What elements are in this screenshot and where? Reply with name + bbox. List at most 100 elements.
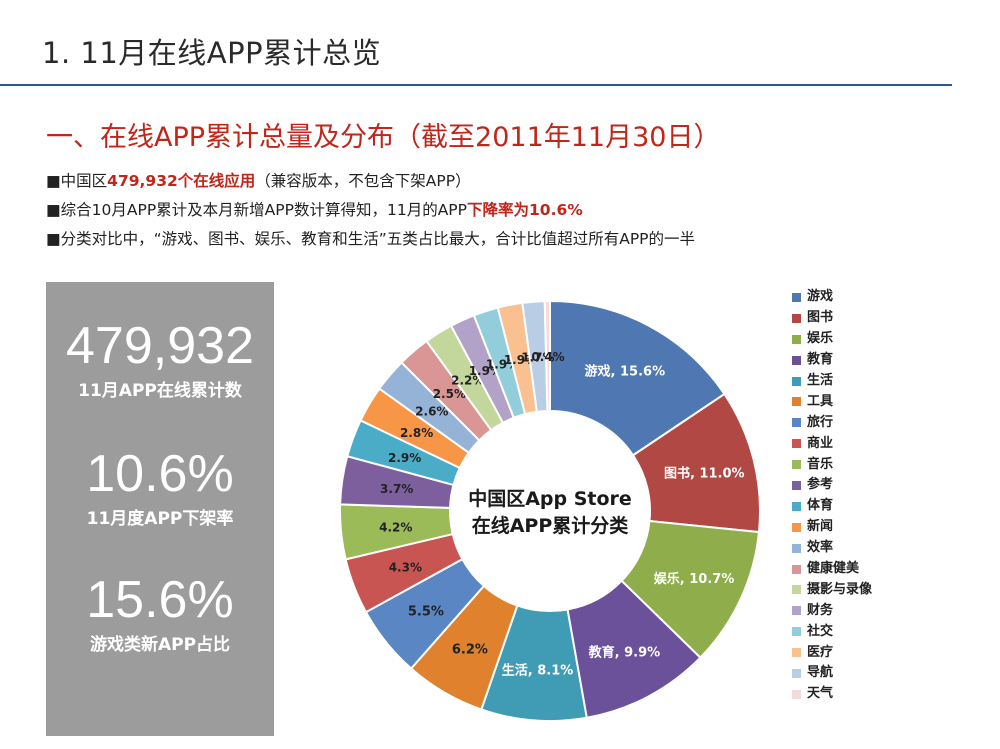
legend-label: 图书 bbox=[807, 310, 834, 326]
legend-label: 社交 bbox=[807, 623, 834, 639]
legend-label: 音乐 bbox=[807, 456, 834, 472]
legend-item: 娱乐 bbox=[792, 329, 872, 350]
legend-swatch bbox=[792, 668, 801, 678]
legend-swatch bbox=[792, 439, 801, 449]
bullet-text: 中国区 bbox=[60, 172, 108, 190]
legend-item: 导航 bbox=[792, 663, 872, 684]
data-label: 教育, 9.9% bbox=[588, 645, 661, 661]
data-label: 2.6% bbox=[415, 405, 448, 419]
stat-label: 游戏类新APP占比 bbox=[89, 635, 231, 655]
bullet-text: 综合10月APP累计及本月新增APP数计算得知，11月的APP bbox=[60, 201, 467, 219]
legend-item: 生活 bbox=[792, 371, 872, 392]
data-label: 3.7% bbox=[380, 482, 413, 496]
stats-panel: 479,932 11月APP在线累计数 10.6% 11月度APP下架率 15.… bbox=[46, 282, 274, 736]
donut-slice-天气 bbox=[543, 299, 551, 413]
legend-swatch bbox=[792, 418, 801, 428]
stat-value: 15.6% bbox=[86, 571, 234, 629]
bullet-square: ■ bbox=[46, 230, 61, 248]
data-label: 4.2% bbox=[379, 521, 412, 535]
data-label: 5.5% bbox=[408, 604, 444, 619]
data-label: 2.5% bbox=[433, 387, 466, 401]
bullet-highlight: 479,932个在线应用 bbox=[107, 172, 256, 190]
legend-swatch bbox=[792, 460, 801, 470]
legend-swatch bbox=[792, 334, 801, 344]
legend-item: 商业 bbox=[792, 433, 872, 454]
stat-value: 479,932 bbox=[66, 317, 254, 375]
legend-item: 图书 bbox=[792, 308, 872, 329]
bullet-item: ■分类对比中，“游戏、图书、娱乐、教育和生活”五类占比最大，合计比值超过所有AP… bbox=[46, 228, 695, 257]
stat-removal-rate: 10.6% 11月度APP下架率 bbox=[46, 446, 274, 529]
legend-item: 社交 bbox=[792, 621, 872, 642]
legend-label: 旅行 bbox=[807, 414, 834, 430]
legend-label: 效率 bbox=[807, 540, 834, 556]
legend-item: 工具 bbox=[792, 391, 872, 412]
bullet-square: ■ bbox=[46, 201, 61, 219]
legend-swatch bbox=[792, 689, 801, 699]
bullet-list: ■中国区479,932个在线应用（兼容版本，不包含下架APP） ■综合10月AP… bbox=[46, 170, 695, 257]
legend-label: 体育 bbox=[807, 498, 834, 514]
chart-center-title: 在线APP累计分类 bbox=[472, 514, 629, 537]
legend-swatch bbox=[792, 397, 801, 407]
bullet-text: 分类对比中，“游戏、图书、娱乐、教育和生活”五类占比最大，合计比值超过所有APP… bbox=[60, 230, 696, 248]
legend-label: 娱乐 bbox=[807, 331, 834, 347]
legend-item: 体育 bbox=[792, 496, 872, 517]
legend-label: 生活 bbox=[807, 373, 834, 388]
legend-swatch bbox=[792, 627, 801, 637]
stat-total-apps: 479,932 11月APP在线累计数 bbox=[46, 318, 274, 401]
legend-label: 摄影与录像 bbox=[807, 581, 873, 597]
bullet-square: ■ bbox=[46, 172, 61, 190]
legend-item: 教育 bbox=[792, 350, 872, 371]
legend-label: 天气 bbox=[807, 686, 834, 702]
legend-item: 天气 bbox=[792, 684, 872, 705]
stat-games-share: 15.6% 游戏类新APP占比 bbox=[46, 572, 274, 655]
bullet-item: ■综合10月APP累计及本月新增APP数计算得知，11月的APP下降率为10.6… bbox=[46, 199, 695, 228]
data-label: 6.2% bbox=[452, 642, 488, 657]
bullet-highlight: 下降率为10.6% bbox=[467, 201, 583, 219]
donut-slice-游戏 bbox=[549, 299, 726, 457]
legend-swatch bbox=[792, 585, 801, 595]
legend-label: 财务 bbox=[807, 602, 834, 618]
legend-swatch bbox=[792, 606, 801, 616]
legend-swatch bbox=[792, 313, 801, 323]
legend-label: 健康健美 bbox=[807, 561, 860, 577]
legend-swatch bbox=[792, 543, 801, 553]
stat-label: 11月APP在线累计数 bbox=[78, 381, 242, 401]
legend-item: 效率 bbox=[792, 538, 872, 559]
legend-item: 游戏 bbox=[792, 287, 872, 308]
donut-chart: 游戏, 15.6% 图书, 11.0% 娱乐, 10.7% 教育, 9.9% 生活, 8… bbox=[339, 299, 761, 722]
legend-item: 旅行 bbox=[792, 412, 872, 433]
data-label: 4.3% bbox=[389, 561, 422, 575]
legend-item: 参考 bbox=[792, 475, 872, 496]
chart-legend: 游戏图书娱乐教育生活工具旅行商业音乐参考体育新闻效率健康健美摄影与录像财务社交医… bbox=[792, 287, 872, 705]
legend-label: 游戏 bbox=[807, 289, 834, 305]
legend-swatch bbox=[792, 648, 801, 658]
chart-center-title: 中国区App Store bbox=[468, 487, 632, 510]
legend-swatch bbox=[792, 355, 801, 365]
legend-label: 导航 bbox=[807, 665, 834, 681]
bullet-item: ■中国区479,932个在线应用（兼容版本，不包含下架APP） bbox=[46, 170, 695, 199]
data-label: 2.2% bbox=[451, 374, 484, 388]
legend-item: 财务 bbox=[792, 600, 872, 621]
data-label: 娱乐, 10.7% bbox=[654, 571, 735, 587]
stat-label: 11月度APP下架率 bbox=[86, 509, 234, 529]
legend-item: 摄影与录像 bbox=[792, 579, 872, 600]
bullet-text: （兼容版本，不包含下架APP） bbox=[255, 172, 471, 190]
legend-swatch bbox=[792, 522, 801, 532]
legend-item: 音乐 bbox=[792, 454, 872, 475]
legend-swatch bbox=[792, 501, 801, 511]
legend-item: 健康健美 bbox=[792, 559, 872, 580]
legend-label: 工具 bbox=[807, 393, 834, 409]
section-title: 一、在线APP累计总量及分布（截至2011年11月30日） bbox=[46, 122, 721, 153]
legend-swatch bbox=[792, 292, 801, 302]
legend-label: 医疗 bbox=[807, 644, 834, 660]
legend-item: 医疗 bbox=[792, 642, 872, 663]
data-label: 2.8% bbox=[400, 426, 433, 440]
data-label: 图书, 11.0% bbox=[664, 465, 745, 481]
title-divider bbox=[0, 84, 952, 86]
data-label: 生活, 8.1% bbox=[502, 663, 574, 679]
stat-value: 10.6% bbox=[86, 445, 234, 503]
legend-swatch bbox=[792, 480, 801, 490]
legend-label: 参考 bbox=[807, 477, 834, 493]
legend-item: 新闻 bbox=[792, 517, 872, 538]
legend-label: 新闻 bbox=[807, 519, 834, 535]
